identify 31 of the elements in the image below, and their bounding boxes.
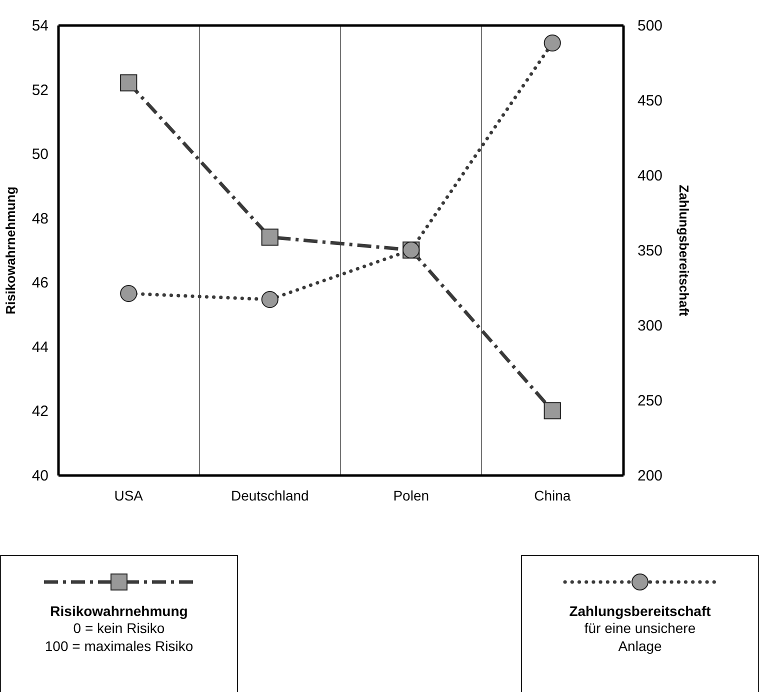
y-tick-label: 52 (32, 82, 48, 99)
x-tick-label: Deutschland (230, 488, 309, 504)
point (261, 290, 278, 308)
y2-tick-label: 200 (638, 468, 663, 484)
legend-label: Zahlungsbereitschaft (568, 603, 712, 619)
point (261, 228, 278, 246)
y2-axis-title: Zahlungsbereitschaft (676, 184, 692, 317)
x-tick-label: Polen (393, 488, 430, 504)
y2-tick-label: 450 (638, 92, 663, 110)
y2-tick-label: 250 (638, 392, 663, 410)
y-tick-label: 44 (32, 338, 48, 356)
text: für eine unsichere Anlage (583, 619, 697, 655)
x-tick-label: USA (114, 488, 144, 504)
y-tick-label: 46 (32, 274, 48, 292)
point (120, 74, 138, 92)
y-tick-label: 54 (32, 18, 48, 34)
text: 0 = kein Risiko 100 = maximales Risiko (44, 619, 194, 655)
x-tick-label: China (534, 488, 571, 504)
point (544, 402, 561, 420)
y-tick-label: 42 (32, 403, 48, 420)
y2-tick-label: 500 (638, 18, 663, 34)
y-axis-title: Risikowahrnehmung (2, 186, 18, 314)
y-tick-label: 50 (32, 146, 48, 164)
y2-tick-label: 350 (638, 242, 663, 260)
point (544, 34, 561, 52)
y-tick-label: 40 (32, 468, 48, 484)
y2-tick-label: 300 (638, 318, 663, 334)
point (120, 284, 138, 302)
y-tick-label: 48 (32, 210, 48, 228)
legend-label: Risikowahrnehmung (49, 603, 189, 619)
y2-tick-label: 400 (638, 168, 663, 184)
